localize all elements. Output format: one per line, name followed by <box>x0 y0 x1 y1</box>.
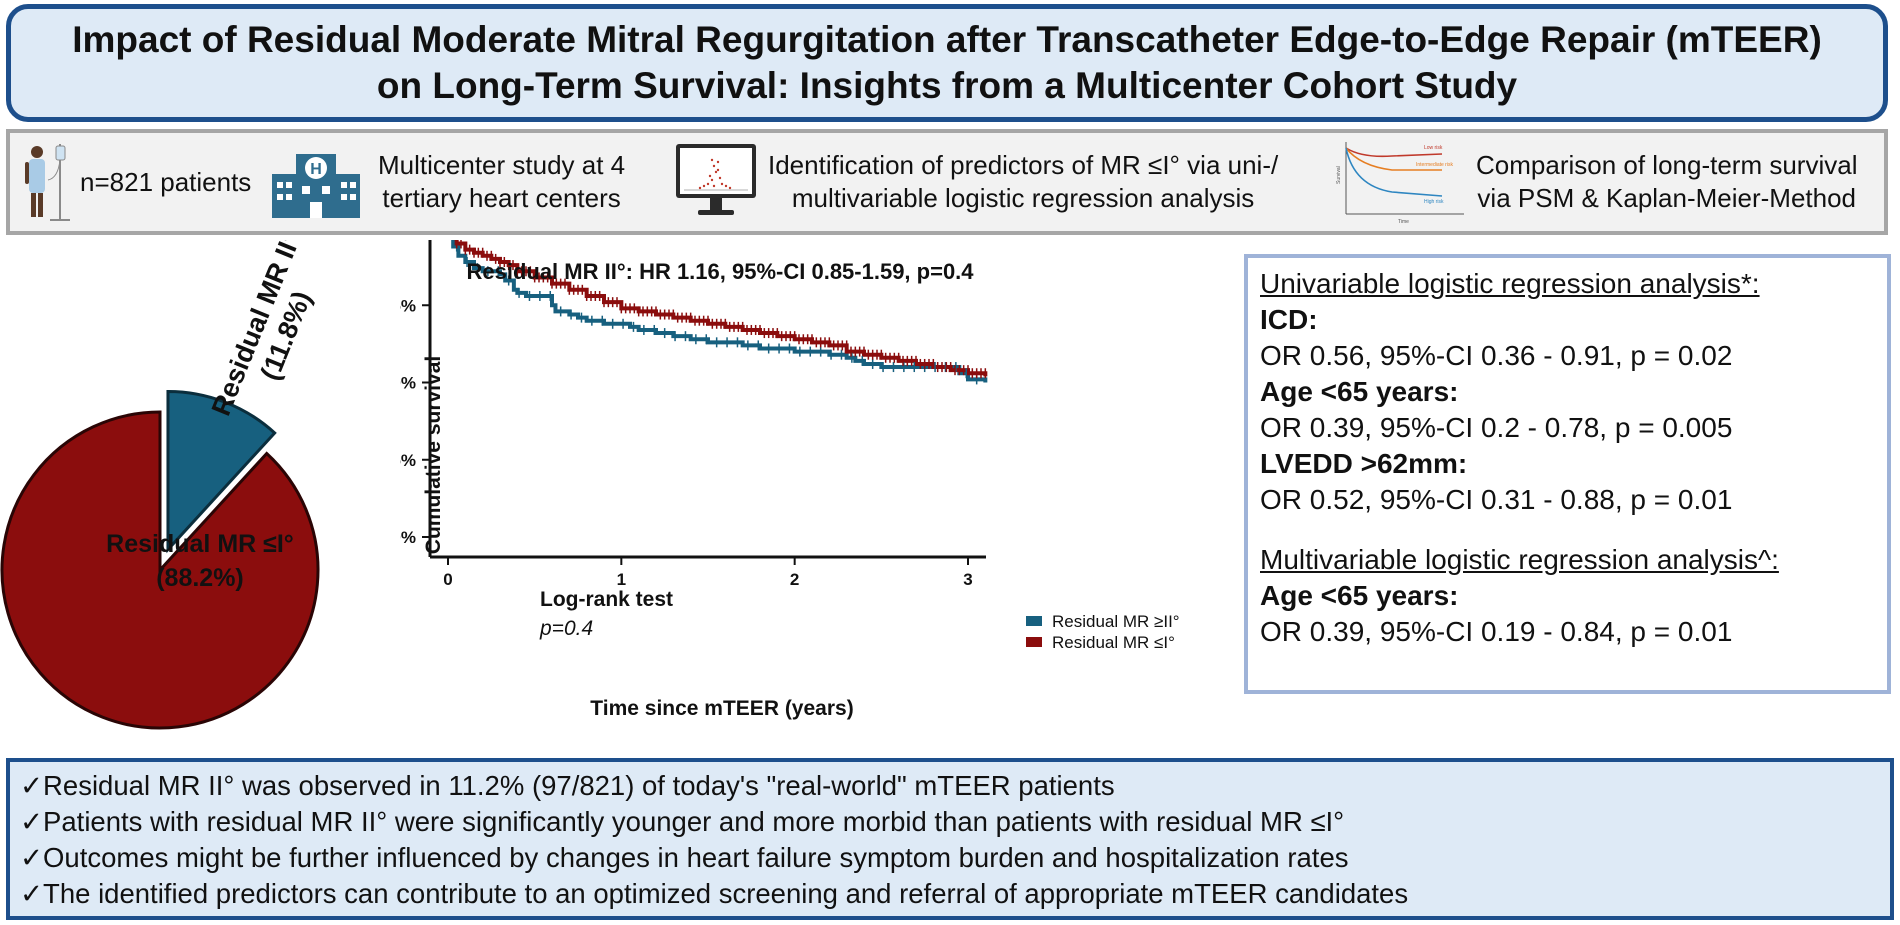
comparison-line-2: via PSM & Kaplan-Meier-Method <box>1477 183 1857 213</box>
comparison-line-1: Comparison of long-term survival <box>1476 150 1858 180</box>
km-censor-marks <box>455 240 987 385</box>
multi-age-value: OR 0.39, 95%-CI 0.19 - 0.84, p = 0.01 <box>1260 616 1733 647</box>
survival-curves-icon: Low risk Intermediate risk High risk Sur… <box>1336 142 1464 225</box>
predictors-line-1: Identification of predictors of MR ≤I° v… <box>768 150 1279 180</box>
icd-value: OR 0.56, 95%-CI 0.36 - 0.91, p = 0.02 <box>1260 340 1733 371</box>
thumb-xlabel: Time <box>1398 219 1409 225</box>
multivariable-header: Multivariable logistic regression analys… <box>1260 544 1779 575</box>
multicenter-line-1: Multicenter study at 4 <box>378 150 626 180</box>
km-y-tick-label: 50% <box>400 374 416 393</box>
km-x-tick-label: 0 <box>443 570 452 589</box>
hospital-icon: H <box>272 154 360 218</box>
km-y-tick-label: 25% <box>400 451 416 470</box>
km-x-tick-label: 1 <box>617 570 626 589</box>
legend-swatch-mr-ge2 <box>1026 616 1042 626</box>
km-xlabel: Time since mTEER (years) <box>590 697 853 720</box>
title-line-2: on Long-Term Survival: Insights from a M… <box>376 65 1518 106</box>
legend-label-mr-ge2: Residual MR ≥II° <box>1052 612 1180 631</box>
title-banner: Impact of Residual Moderate Mitral Regur… <box>6 4 1888 122</box>
km-ylabel: Cumulative survival <box>422 356 445 554</box>
pie-chart-svg: Residual MR II° (11.8%) Residual MR ≤I° … <box>0 227 320 730</box>
predictors-text: Identification of predictors of MR ≤I° v… <box>768 149 1278 215</box>
patients-info: n=821 patients <box>20 133 260 231</box>
km-legend: Residual MR ≥II° Residual MR ≤I° <box>1026 612 1180 652</box>
conclusion-item: ✓The identified predictors can contribut… <box>20 878 1409 909</box>
conclusion-item: ✓Outcomes might be further influenced by… <box>20 842 1349 873</box>
age-value: OR 0.39, 95%-CI 0.2 - 0.78, p = 0.005 <box>1260 412 1733 443</box>
multicenter-info: H Multicenter study at 4 tertiary heart … <box>268 133 668 231</box>
km-logrank-label: Log-rank test <box>540 588 673 611</box>
pie-label-residual-mr-le1: Residual MR ≤I° <box>106 530 294 558</box>
multi-age-label: Age <65 years: <box>1260 580 1459 611</box>
km-title: Residual MR II°: HR 1.16, 95%-CI 0.85-1.… <box>466 259 974 284</box>
legend-label-mr-le1: Residual MR ≤I° <box>1052 633 1175 652</box>
lvedd-value: OR 0.52, 95%-CI 0.31 - 0.88, p = 0.01 <box>1260 484 1733 515</box>
icd-label: ICD: <box>1260 304 1318 335</box>
conclusions-box: ✓Residual MR II° was observed in 11.2% (… <box>6 758 1894 920</box>
thumb-ylabel: Survival <box>1336 166 1342 184</box>
age-label: Age <65 years: <box>1260 376 1459 407</box>
km-y-tick-label: 75% <box>400 296 416 315</box>
km-x-tick-label: 3 <box>963 570 972 589</box>
univariable-header: Univariable logistic regression analysis… <box>1260 268 1760 299</box>
km-x-tick-label: 2 <box>790 570 799 589</box>
pie-chart: Residual MR II° (11.8%) Residual MR ≤I° … <box>0 227 400 740</box>
km-y-tick-label: 0% <box>400 528 416 547</box>
thumb-low-label: Low risk <box>1424 145 1443 151</box>
pie-slice-residual-mr-ii <box>166 389 277 554</box>
monitor-plot-icon <box>676 144 756 215</box>
km-logrank-p: p=0.4 <box>539 617 593 640</box>
comparison-info: Low risk Intermediate risk High risk Sur… <box>1332 133 1888 231</box>
km-line-series-0 <box>451 240 988 383</box>
pie-pct-residual-mr-le1: (88.2%) <box>156 564 244 592</box>
hospital-letter: H <box>310 161 322 178</box>
pie-small-label-group: Residual MR II° (11.8%) <box>206 227 318 419</box>
regression-results-box: Univariable logistic regression analysis… <box>1244 254 1891 694</box>
predictors-line-2: multivariable logistic regression analys… <box>791 183 1255 213</box>
lvedd-label: LVEDD >62mm: <box>1260 448 1468 479</box>
title-line-1: Impact of Residual Moderate Mitral Regur… <box>72 19 1822 60</box>
study-info-bar: n=821 patients H Multicenter study at 4 … <box>6 129 1888 235</box>
comparison-text: Comparison of long-term survival via PSM… <box>1476 149 1857 215</box>
conclusion-item: ✓Patients with residual MR II° were sign… <box>20 806 1345 837</box>
conclusion-item: ✓Residual MR II° was observed in 11.2% (… <box>20 770 1115 801</box>
km-axes <box>428 240 986 559</box>
patients-count: n=821 patients <box>80 166 252 197</box>
multicenter-text: Multicenter study at 4 tertiary heart ce… <box>378 149 625 215</box>
thumb-high-label: High risk <box>1424 199 1444 205</box>
multicenter-line-2: tertiary heart centers <box>382 183 621 213</box>
predictors-info: Identification of predictors of MR ≤I° v… <box>674 133 1324 231</box>
legend-swatch-mr-le1 <box>1026 637 1042 647</box>
patient-iv-icon <box>25 144 70 221</box>
thumb-intermediate-label: Intermediate risk <box>1416 162 1453 168</box>
pie-slice-residual-mr-le1 <box>0 410 320 730</box>
